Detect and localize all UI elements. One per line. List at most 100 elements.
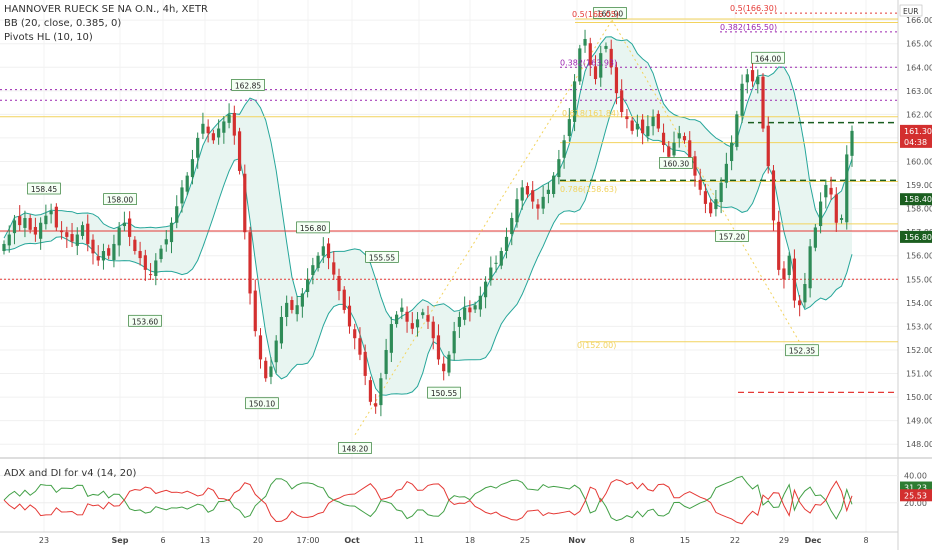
countdown-badge: 04:38	[904, 138, 927, 147]
candle-body	[28, 218, 32, 230]
pivot-label-box	[103, 193, 137, 205]
price-axis-tick: 154.00	[906, 299, 932, 308]
bb-indicator-legend[interactable]: BB (20, close, 0.385, 0)	[4, 18, 122, 29]
candle-body	[107, 248, 111, 256]
candle-body	[332, 262, 336, 275]
candle-body	[2, 243, 6, 252]
candle-body	[122, 222, 126, 227]
candle-body	[117, 227, 121, 246]
candle-body	[148, 274, 153, 276]
candle-body	[641, 119, 645, 134]
date-axis-tick: 15	[680, 536, 690, 545]
candle-body	[730, 142, 734, 162]
candle-body	[353, 329, 357, 339]
fib-level-label: 0.618(161.84)	[562, 109, 619, 118]
candle-body	[164, 239, 168, 245]
candle-body	[70, 234, 74, 242]
candle-body	[248, 232, 252, 294]
candle-body	[54, 206, 58, 228]
pivot-label: 157.20	[719, 232, 745, 241]
candle-body	[818, 201, 823, 227]
fib-level-label: 0.786(158.63)	[560, 185, 617, 194]
candle-body	[546, 189, 550, 195]
candle-body	[703, 191, 708, 204]
candle-body	[410, 323, 414, 329]
candle-body	[750, 70, 755, 82]
candle-body	[845, 154, 849, 223]
candle-body	[698, 179, 702, 190]
date-axis-tick: 22	[730, 536, 740, 545]
candle-body	[169, 222, 174, 243]
candle-body	[520, 187, 524, 201]
candle-body	[635, 123, 639, 130]
candle-body	[593, 66, 598, 80]
candle-body	[620, 90, 624, 113]
candle-body	[766, 125, 770, 167]
candle-body	[175, 206, 179, 223]
candle-body	[300, 293, 304, 307]
candle-body	[714, 199, 718, 210]
candle-body	[143, 255, 147, 270]
candle-body	[227, 114, 231, 123]
pivot-label: 148.20	[342, 445, 368, 454]
candle-body	[572, 81, 577, 122]
candle-body	[347, 305, 352, 327]
candle-body	[368, 380, 373, 402]
candle-body	[478, 295, 482, 310]
date-axis-tick: 13	[200, 536, 210, 545]
pivot-label: 160.30	[663, 159, 689, 168]
lower-price-badge: 156.80	[904, 233, 932, 242]
candle-body	[342, 289, 346, 310]
pivot-label-box	[785, 344, 819, 357]
pivot-label: 162.85	[235, 81, 261, 90]
fib-level-label: 0.5(166.30)	[730, 4, 777, 13]
pivots-indicator-legend[interactable]: Pivots HL (10, 10)	[4, 32, 93, 43]
candle-body	[442, 363, 446, 372]
price-axis-tick: 149.00	[906, 417, 932, 426]
pivot-label-box	[659, 157, 693, 169]
pivot-label: 152.35	[789, 347, 815, 356]
candle-body	[473, 305, 477, 310]
price-axis-tick: 159.00	[906, 181, 932, 190]
fib-level-label: 0.382(163.93)	[560, 58, 617, 67]
adx-indicator-legend[interactable]: ADX and DI for v4 (14, 20)	[4, 468, 137, 479]
candle-body	[552, 175, 556, 195]
candle-body	[358, 338, 362, 355]
candle-body	[185, 175, 189, 192]
candle-body	[761, 76, 765, 129]
candle-body	[693, 156, 697, 176]
candle-body	[677, 133, 681, 139]
candle-body	[578, 48, 582, 82]
candle-body	[525, 186, 530, 195]
candle-body	[75, 234, 79, 246]
candle-body	[839, 218, 844, 220]
price-axis-tick: 160.00	[906, 157, 932, 166]
candle-body	[211, 133, 215, 141]
date-axis-tick: 8	[629, 536, 634, 545]
candle-body	[65, 232, 69, 237]
candle-body	[154, 260, 158, 276]
candle-body	[724, 163, 728, 183]
candle-body	[279, 316, 284, 344]
candle-body	[269, 366, 273, 377]
pivot-label: 150.55	[431, 389, 457, 398]
price-axis-tick: 148.00	[906, 440, 932, 449]
candle-body	[609, 48, 613, 68]
candle-body	[850, 130, 854, 156]
pivot-label: 153.60	[132, 317, 158, 326]
candle-body	[483, 281, 488, 298]
candle-body	[457, 316, 462, 327]
candle-body	[614, 67, 619, 94]
candle-body	[667, 146, 671, 157]
candle-body	[829, 187, 833, 195]
di-minus-badge: 25.53	[904, 491, 927, 500]
candle-body	[39, 222, 43, 239]
candle-body	[824, 185, 828, 198]
candle-body	[253, 290, 257, 332]
candle-body	[463, 307, 467, 320]
upper-price-badge: 158.40	[904, 195, 932, 204]
candle-body	[562, 140, 566, 158]
candle-body	[232, 112, 236, 136]
